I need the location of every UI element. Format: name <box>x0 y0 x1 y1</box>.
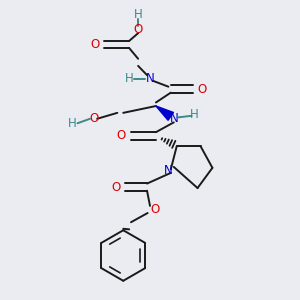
Text: O: O <box>117 129 126 142</box>
Text: N: N <box>169 112 178 125</box>
Text: O: O <box>89 112 98 125</box>
Text: H: H <box>190 108 199 121</box>
Text: O: O <box>90 38 99 51</box>
Text: H: H <box>125 72 134 85</box>
Polygon shape <box>156 106 173 120</box>
Text: N: N <box>164 164 173 177</box>
Text: O: O <box>150 203 159 216</box>
Text: O: O <box>134 23 143 36</box>
Text: N: N <box>146 72 154 85</box>
Text: O: O <box>111 181 120 194</box>
Text: H: H <box>134 8 142 21</box>
Text: O: O <box>198 82 207 96</box>
Text: H: H <box>68 117 77 130</box>
